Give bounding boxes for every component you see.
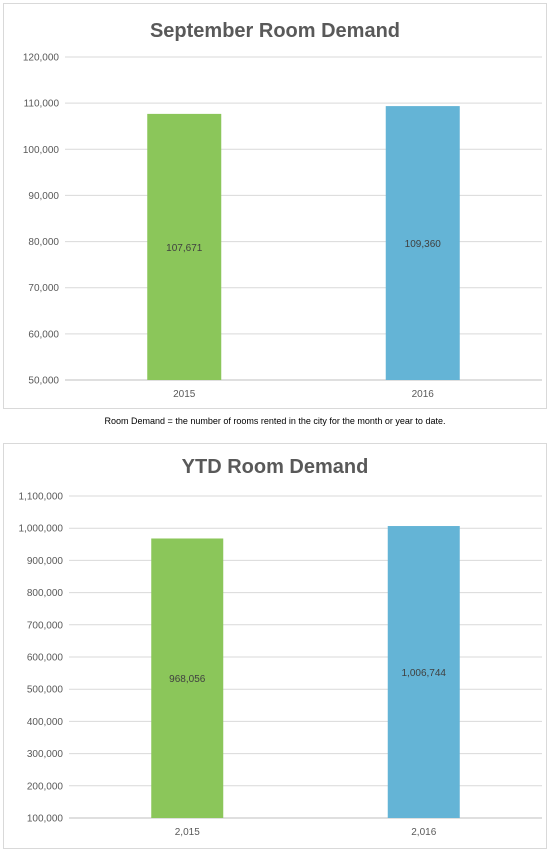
y-tick-label: 900,000 (27, 556, 64, 567)
y-tick-label: 60,000 (28, 329, 59, 340)
data-label: 109,360 (405, 239, 442, 250)
y-tick-label: 600,000 (27, 653, 64, 664)
data-label: 107,671 (166, 243, 203, 254)
bar (147, 113, 222, 380)
y-tick-label: 1,000,000 (19, 524, 64, 535)
bar (387, 526, 460, 818)
ytd-chart-svg: 100,000 200,000 300,000 400,000 500,000 600,0… (19, 492, 542, 838)
y-tick-label: 500,000 (27, 685, 64, 696)
y-tick-label: 700,000 (27, 620, 64, 631)
y-tick-label: 400,000 (27, 717, 64, 728)
y-tick-label: 100,000 (27, 814, 64, 825)
bar (385, 106, 460, 380)
y-tick-label: 120,000 (23, 53, 60, 64)
x-tick-label: 2016 (412, 389, 435, 400)
x-tick-label: 2015 (173, 389, 196, 400)
y-tick-label: 90,000 (28, 191, 59, 202)
y-tick-label: 50,000 (28, 376, 59, 387)
y-tick-label: 100,000 (23, 145, 60, 156)
y-tick-label: 800,000 (27, 588, 64, 599)
y-tick-label: 300,000 (27, 749, 64, 760)
chart-title: September Room Demand (149, 20, 401, 42)
y-tick-label: 110,000 (24, 99, 60, 110)
chart-panel-september: September Room Demand 50,000 60,000 70,000… (3, 3, 547, 409)
y-tick-label: 70,000 (28, 283, 59, 294)
y-tick-label: 80,000 (28, 237, 59, 248)
definition-note: Room Demand = the number of rooms rented… (104, 416, 446, 426)
y-tick-label: 200,000 (27, 781, 64, 792)
data-label: 1,006,744 (402, 668, 447, 679)
bar (151, 538, 224, 818)
chart-panel-ytd: YTD Room Demand 100,000 200,000 300,000 400… (3, 443, 547, 849)
chart-title: YTD Room Demand (181, 456, 369, 478)
september-chart-svg: 50,000 60,000 70,000 80,000 90,000 100,000 110… (23, 53, 542, 400)
data-label: 968,056 (169, 674, 206, 685)
x-tick-label: 2,016 (411, 827, 436, 838)
y-tick-label: 1,100,000 (19, 492, 64, 503)
x-tick-label: 2,015 (175, 827, 200, 838)
